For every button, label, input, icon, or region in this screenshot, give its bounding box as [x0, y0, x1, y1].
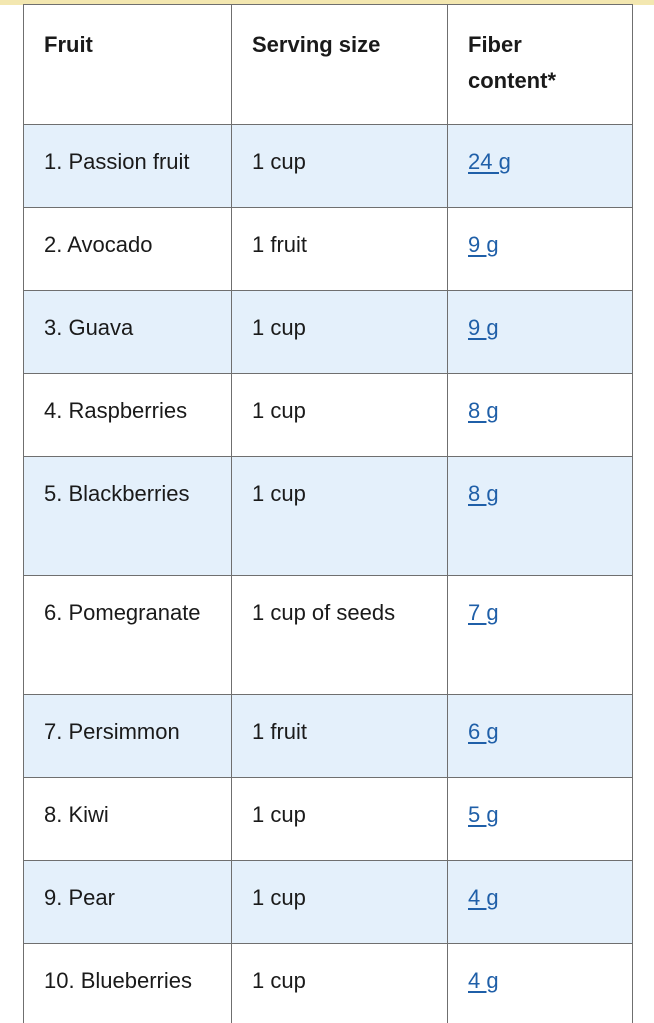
serving-cell: 1 cup — [231, 860, 448, 944]
table-row: 7. Persimmon 1 fruit 6 g — [23, 694, 633, 778]
fiber-cell: 8 g — [447, 456, 633, 576]
fiber-link[interactable]: 8 g — [468, 481, 499, 506]
fruit-cell: 2. Avocado — [23, 207, 232, 291]
fiber-cell: 4 g — [447, 943, 633, 1023]
fruit-cell: 3. Guava — [23, 290, 232, 374]
fiber-link[interactable]: 9 g — [468, 315, 499, 340]
table-row: 9. Pear 1 cup 4 g — [23, 860, 633, 944]
fruit-cell: 9. Pear — [23, 860, 232, 944]
table-row: 2. Avocado 1 fruit 9 g — [23, 207, 633, 291]
fruit-cell: 10. Blueberries — [23, 943, 232, 1023]
fiber-cell: 9 g — [447, 207, 633, 291]
fiber-link[interactable]: 9 g — [468, 232, 499, 257]
fruit-cell: 7. Persimmon — [23, 694, 232, 778]
header-serving-size: Serving size — [231, 4, 448, 125]
table-row: 8. Kiwi 1 cup 5 g — [23, 777, 633, 861]
fiber-content-table: Fruit Serving size Fiber content* 1. Pas… — [23, 4, 633, 1023]
serving-cell: 1 fruit — [231, 207, 448, 291]
fiber-link[interactable]: 6 g — [468, 719, 499, 744]
fruit-cell: 4. Raspberries — [23, 373, 232, 457]
fiber-cell: 7 g — [447, 575, 633, 695]
table-row: 3. Guava 1 cup 9 g — [23, 290, 633, 374]
table-row: 6. Pomegranate 1 cup of seeds 7 g — [23, 575, 633, 695]
serving-cell: 1 cup — [231, 777, 448, 861]
serving-cell: 1 cup — [231, 124, 448, 208]
serving-cell: 1 cup — [231, 290, 448, 374]
table-row: 4. Raspberries 1 cup 8 g — [23, 373, 633, 457]
serving-cell: 1 cup — [231, 943, 448, 1023]
serving-cell: 1 fruit — [231, 694, 448, 778]
serving-cell: 1 cup of seeds — [231, 575, 448, 695]
table-row: 1. Passion fruit 1 cup 24 g — [23, 124, 633, 208]
table-row: 10. Blueberries 1 cup 4 g — [23, 943, 633, 1023]
fruit-cell: 6. Pomegranate — [23, 575, 232, 695]
fiber-cell: 24 g — [447, 124, 633, 208]
table-row: 5. Blackberries 1 cup 8 g — [23, 456, 633, 576]
fiber-link[interactable]: 5 g — [468, 802, 499, 827]
table-header-row: Fruit Serving size Fiber content* — [23, 4, 633, 125]
fiber-link[interactable]: 4 g — [468, 968, 499, 993]
header-fiber-content: Fiber content* — [447, 4, 633, 125]
serving-cell: 1 cup — [231, 456, 448, 576]
fiber-link[interactable]: 24 g — [468, 149, 511, 174]
fiber-cell: 5 g — [447, 777, 633, 861]
fiber-cell: 8 g — [447, 373, 633, 457]
serving-cell: 1 cup — [231, 373, 448, 457]
fiber-link[interactable]: 4 g — [468, 885, 499, 910]
fiber-cell: 4 g — [447, 860, 633, 944]
fruit-cell: 8. Kiwi — [23, 777, 232, 861]
fiber-cell: 9 g — [447, 290, 633, 374]
fiber-link[interactable]: 7 g — [468, 600, 499, 625]
fiber-cell: 6 g — [447, 694, 633, 778]
header-fruit: Fruit — [23, 4, 232, 125]
top-accent-bar — [0, 0, 654, 5]
fruit-cell: 5. Blackberries — [23, 456, 232, 576]
fiber-link[interactable]: 8 g — [468, 398, 499, 423]
fruit-cell: 1. Passion fruit — [23, 124, 232, 208]
